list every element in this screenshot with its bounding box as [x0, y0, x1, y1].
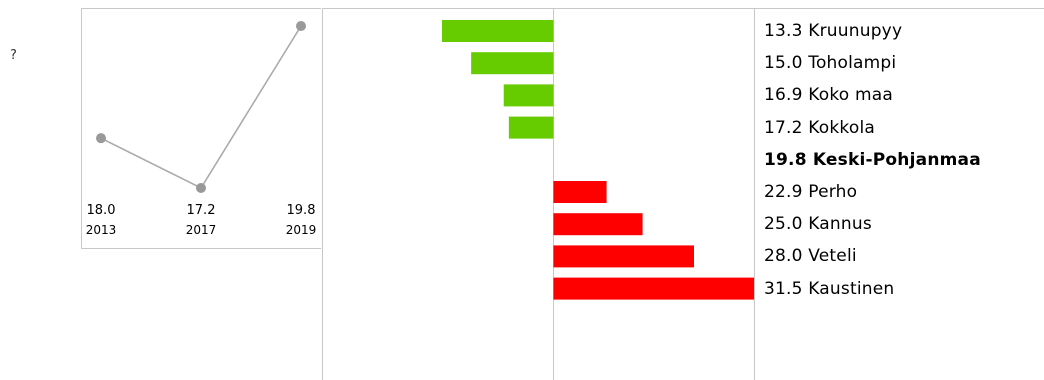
trend-year-label: 2019 — [285, 223, 317, 237]
bar-label-toholampi: 15.0 Toholampi — [764, 53, 897, 74]
bar-perho — [553, 181, 607, 203]
bar-kokkola — [508, 116, 554, 139]
bar-kruunupyy — [442, 20, 554, 42]
bar-toholampi — [471, 52, 554, 75]
trend-year-label: 2013 — [85, 223, 117, 237]
trend-value-label: 19.8 — [286, 203, 316, 218]
trend-mini-chart: 18.0 2013 17.2 2017 19.8 2019 — [81, 8, 321, 249]
bar-label-keski-pohjanmaa: 19.8 Keski-Pohjanmaa — [764, 149, 981, 170]
help-icon[interactable]: ? — [10, 48, 17, 63]
bar-kannus — [553, 213, 643, 236]
trend-point-2013 — [96, 133, 106, 144]
bar-label-veteli: 28.0 Veteli — [764, 246, 857, 267]
trend-point-2019 — [296, 21, 306, 31]
bar-label-perho: 22.9 Perho — [764, 182, 858, 202]
trend-value-label: 18.0 — [86, 203, 116, 218]
bar-koko-maa — [503, 84, 554, 107]
trend-value-label: 17.2 — [186, 203, 216, 218]
bar-label-kokkola: 17.2 Kokkola — [764, 117, 875, 138]
bar-label-kruunupyy: 13.3 Kruunupyy — [764, 21, 903, 41]
bar-label-koko-maa: 16.9 Koko maa — [764, 85, 893, 106]
bar-kaustinen — [553, 277, 754, 300]
bar-veteli — [553, 245, 694, 268]
trend-year-label: 2017 — [185, 223, 217, 237]
bar-label-kaustinen: 31.5 Kaustinen — [764, 278, 895, 299]
trend-line-chart — [96, 21, 306, 193]
bar-label-kannus: 25.0 Kannus — [764, 214, 872, 235]
trend-point-2017 — [196, 183, 206, 193]
